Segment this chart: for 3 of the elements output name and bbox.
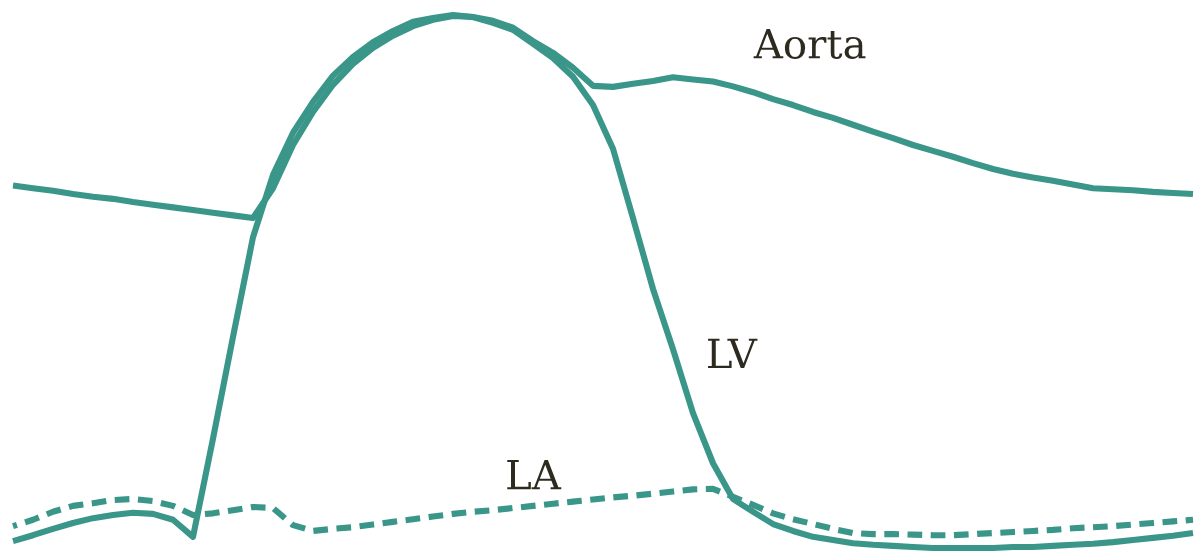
series-label: LA	[507, 459, 562, 490]
series-label: Aorta	[753, 29, 866, 59]
series-label: LV	[708, 338, 758, 369]
